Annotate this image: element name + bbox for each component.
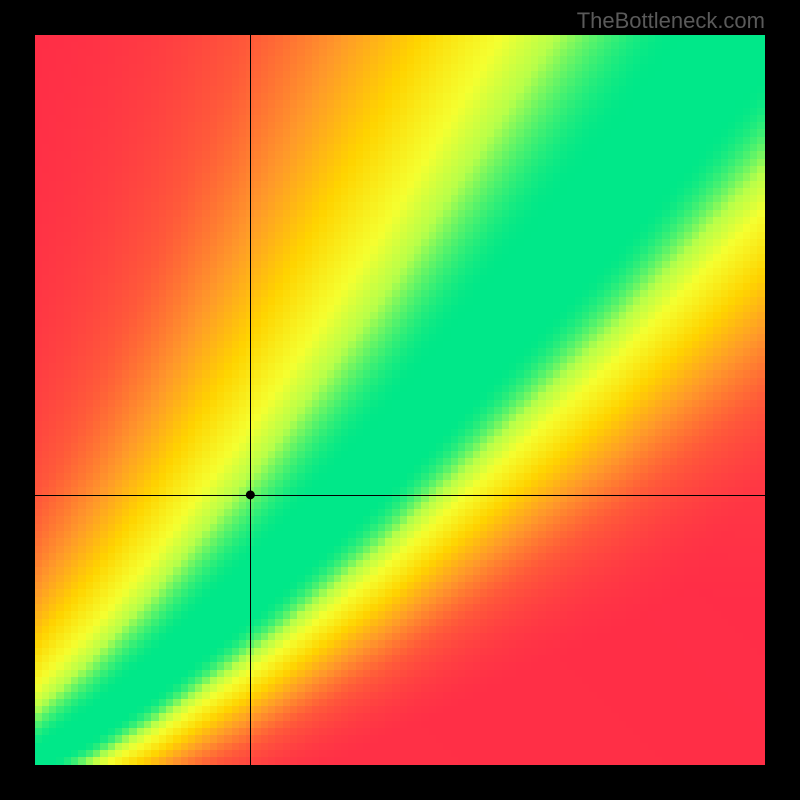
watermark-text: TheBottleneck.com <box>577 8 765 34</box>
bottleneck-heatmap <box>35 35 765 765</box>
chart-stage: TheBottleneck.com <box>0 0 800 800</box>
